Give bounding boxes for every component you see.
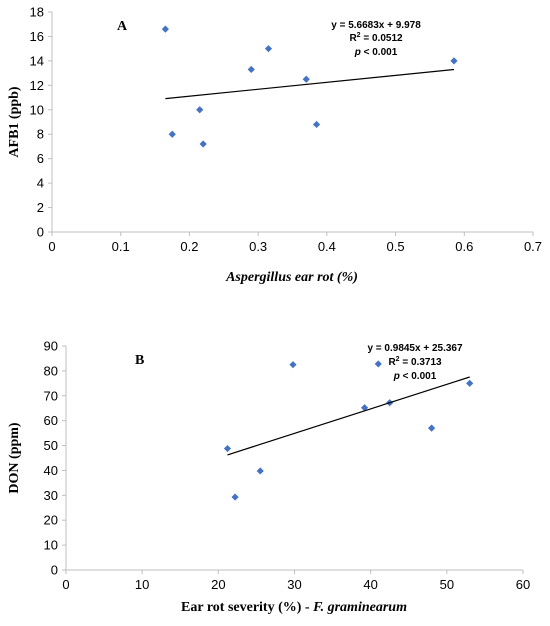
chart-b-panel-label: B xyxy=(135,353,144,368)
chart-a-y-tick-label: 0 xyxy=(37,225,44,240)
chart-a-x-tick-label: 0.5 xyxy=(387,239,405,254)
chart-a-data-point xyxy=(199,140,207,148)
chart-b-y-tick-label: 60 xyxy=(44,413,58,428)
chart-b: 0 10 20 30 40 50 60 70 80 90 0 10 20 30 40 50 60 B y = … xyxy=(7,339,530,616)
chart-a-x-tick-label: 0.2 xyxy=(180,239,198,254)
chart-a-data-point xyxy=(168,130,176,138)
chart-b-annotation: y = 0.9845x + 25.367 R2 = 0.3713 p < 0.0… xyxy=(367,343,463,382)
chart-a-data-point xyxy=(247,65,255,74)
chart-b-y-axis-title: DON (ppm) xyxy=(7,422,22,494)
chart-a-annotation: y = 5.6683x + 9.978 R2 = 0.0512 p < 0.00… xyxy=(331,20,421,58)
chart-a-x-tick-label: 0.7 xyxy=(524,239,542,254)
chart-b-x-tick-label: 10 xyxy=(135,577,149,592)
chart-b-x-tick-label: 60 xyxy=(516,577,530,592)
chart-a-panel-label: A xyxy=(117,19,128,34)
chart-a-y-tick-label: 10 xyxy=(30,102,44,117)
chart-a-y-tick-label: 8 xyxy=(37,127,44,142)
chart-b-trendline xyxy=(227,376,470,456)
chart-a: 0 2 4 6 8 10 12 14 16 18 0 0.1 0.2 0.3 0.4 0.5 0.6 0.7 A… xyxy=(7,5,542,286)
chart-b-x-tick-label: 20 xyxy=(211,577,225,592)
chart-b-x-tick-label: 30 xyxy=(287,577,301,592)
chart-a-y-tick-label: 12 xyxy=(30,78,44,93)
chart-a-y-tick-label: 6 xyxy=(37,151,44,166)
chart-b-x-tick-label: 50 xyxy=(440,577,454,592)
chart-b-data-point xyxy=(289,361,297,369)
chart-a-data-point xyxy=(264,45,273,53)
chart-b-y-tick-label: 0 xyxy=(51,563,58,578)
chart-a-y-ticks: 0 2 4 6 8 10 12 14 16 18 xyxy=(30,5,52,240)
chart-b-y-tick-label: 90 xyxy=(44,339,58,354)
chart-b-data-point xyxy=(428,424,436,432)
chart-b-y-tick-label: 30 xyxy=(44,488,58,503)
chart-b-y-tick-label: 80 xyxy=(44,363,58,378)
chart-a-data-point xyxy=(196,106,204,114)
chart-a-y-tick-label: 18 xyxy=(30,5,44,20)
chart-a-points xyxy=(161,25,458,148)
chart-a-trendline xyxy=(165,68,455,100)
chart-b-y-tick-label: 50 xyxy=(44,438,58,453)
chart-a-data-point xyxy=(312,120,321,129)
chart-a-p-value: p < 0.001 xyxy=(354,47,398,58)
chart-b-data-point xyxy=(256,467,264,475)
chart-a-y-tick-label: 2 xyxy=(37,200,44,215)
chart-a-x-tick-label: 0 xyxy=(48,239,55,254)
chart-b-equation: y = 0.9845x + 25.367 xyxy=(367,343,463,354)
chart-a-x-tick-label: 0.4 xyxy=(318,239,336,254)
chart-a-y-tick-label: 16 xyxy=(30,29,44,44)
chart-b-data-point xyxy=(466,379,474,387)
chart-b-data-point xyxy=(374,360,382,368)
chart-a-data-point xyxy=(302,75,310,83)
chart-b-x-ticks: 0 10 20 30 40 50 60 xyxy=(62,570,530,592)
chart-a-equation: y = 5.6683x + 9.978 xyxy=(331,20,421,31)
chart-b-p-value: p < 0.001 xyxy=(393,371,437,382)
chart-a-r2: R2 = 0.0512 xyxy=(349,32,403,44)
chart-b-x-axis-title: Ear rot severity (%) - F. graminearum xyxy=(181,600,407,615)
chart-a-y-tick-label: 4 xyxy=(37,176,44,191)
chart-b-data-point xyxy=(223,444,232,453)
chart-a-x-ticks: 0 0.1 0.2 0.3 0.4 0.5 0.6 0.7 xyxy=(48,232,542,254)
chart-b-data-point xyxy=(360,404,369,412)
chart-b-y-ticks: 0 10 20 30 40 50 60 70 80 90 xyxy=(44,339,66,578)
chart-b-y-tick-label: 70 xyxy=(44,388,58,403)
chart-b-y-tick-label: 40 xyxy=(44,463,58,478)
chart-a-x-axis-title: Aspergillus ear rot (%) xyxy=(225,270,358,285)
chart-a-x-tick-label: 0.6 xyxy=(455,239,473,254)
chart-b-y-tick-label: 20 xyxy=(44,513,58,528)
chart-a-x-tick-label: 0.3 xyxy=(249,239,267,254)
chart-b-r2: R2 = 0.3713 xyxy=(388,356,442,368)
chart-a-x-tick-label: 0.1 xyxy=(112,239,130,254)
chart-a-y-tick-label: 14 xyxy=(30,53,44,68)
chart-b-x-tick-label: 40 xyxy=(363,577,377,592)
chart-b-y-tick-label: 10 xyxy=(44,538,58,553)
chart-a-data-point xyxy=(161,25,169,33)
chart-b-x-tick-label: 0 xyxy=(62,577,69,592)
chart-a-data-point xyxy=(450,57,458,65)
chart-a-y-axis-title: AFB1 (ppb) xyxy=(7,86,22,158)
chart-b-data-point xyxy=(231,493,239,501)
